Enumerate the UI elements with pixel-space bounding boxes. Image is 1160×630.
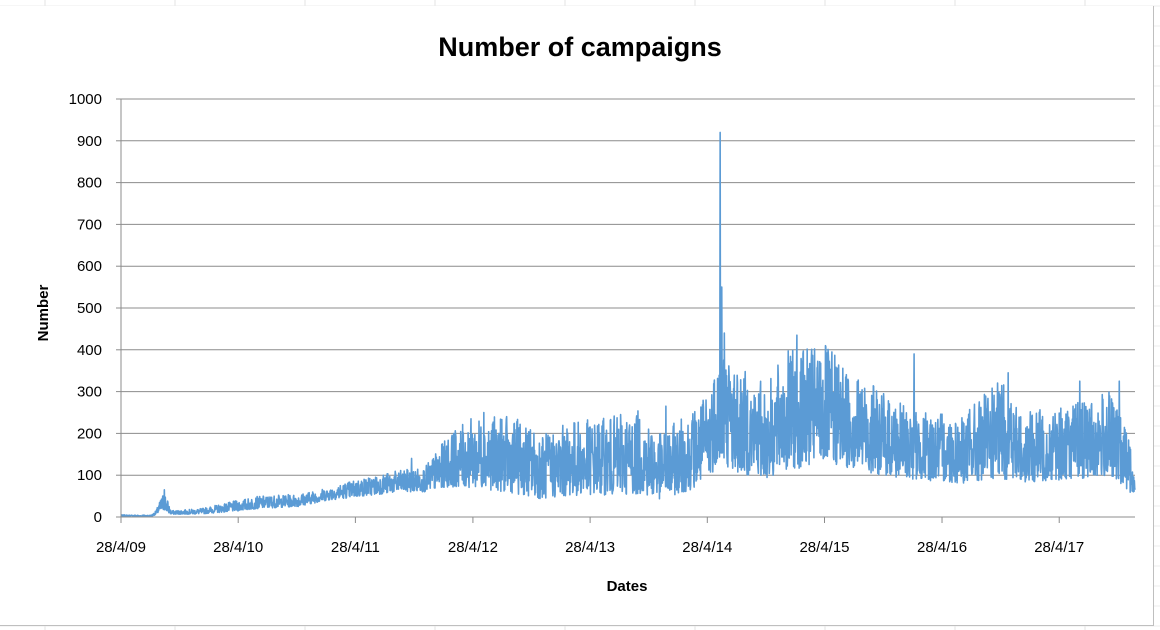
x-tick-label: 28/4/12 <box>448 539 498 556</box>
x-tick-label: 28/4/13 <box>565 539 615 556</box>
y-tick-label: 400 <box>77 342 102 359</box>
x-axis-ticks: 28/4/09 28/4/10 28/4/11 28/4/12 28/4/13 28/4/… <box>96 517 1084 556</box>
y-tick-label: 600 <box>77 258 102 275</box>
y-tick-label: 800 <box>77 175 102 192</box>
x-tick-label: 28/4/16 <box>917 539 967 556</box>
x-tick-label: 28/4/14 <box>682 539 732 556</box>
series-line <box>120 131 1136 518</box>
y-tick-label: 500 <box>77 300 102 317</box>
chart-area[interactable]: Number of campaigns 0 100 200 300 400 500 600 7… <box>0 6 1154 626</box>
x-axis-label: Dates <box>607 578 648 595</box>
y-axis-label: Number <box>35 285 52 342</box>
y-axis-ticks: 0 100 200 300 400 500 600 700 800 900 1000 <box>69 91 121 526</box>
x-tick-label: 28/4/11 <box>331 539 380 556</box>
y-tick-label: 100 <box>77 467 102 484</box>
x-tick-label: 28/4/10 <box>213 539 263 556</box>
x-tick-label: 28/4/15 <box>799 539 849 556</box>
x-tick-label: 28/4/09 <box>96 539 146 556</box>
y-tick-label: 300 <box>77 384 102 401</box>
line-chart: Number of campaigns 0 100 200 300 400 500 600 7… <box>35 32 1136 595</box>
y-tick-label: 0 <box>94 509 102 526</box>
y-tick-label: 1000 <box>69 91 102 108</box>
y-tick-label: 200 <box>77 425 102 442</box>
y-tick-label: 700 <box>77 216 102 233</box>
campaigns-series-line <box>120 131 1136 518</box>
y-tick-label: 900 <box>77 133 102 150</box>
x-tick-label: 28/4/17 <box>1034 539 1084 556</box>
chart-title: Number of campaigns <box>438 32 722 62</box>
